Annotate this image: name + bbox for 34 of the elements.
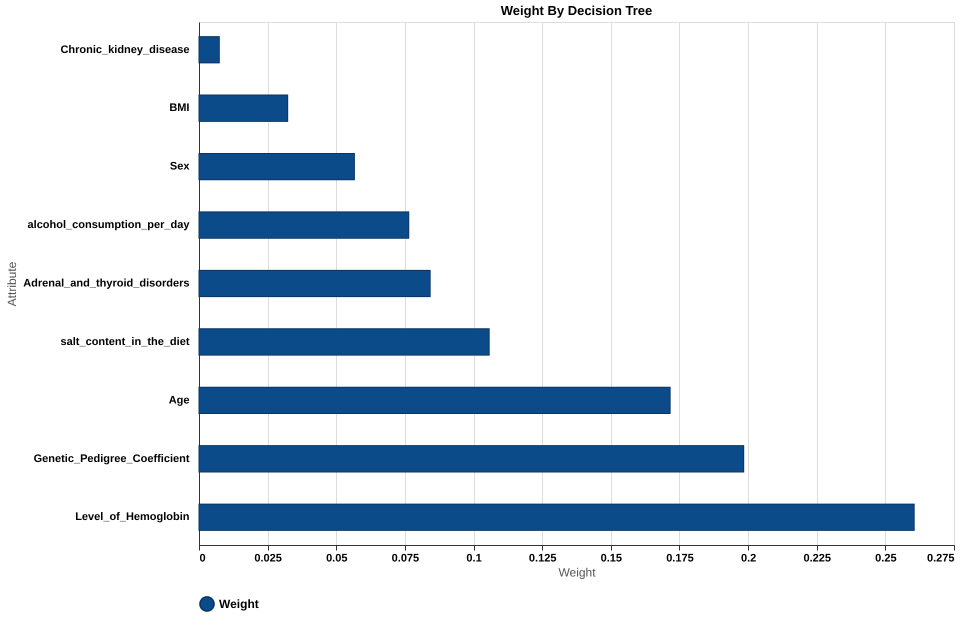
x-axis-title: Weight [558,566,596,580]
x-tick-label: 0.15 [600,552,622,564]
x-tick-label: 0.05 [326,552,348,564]
chart-title: Weight By Decision Tree [500,3,652,18]
x-tick-label: 0.125 [528,552,556,564]
x-tick-label: 0.025 [254,552,282,564]
y-tick-label: Age [168,394,190,406]
x-tick-label: 0.225 [803,552,831,564]
bar [198,270,431,298]
bar [198,36,220,64]
y-tick-label: Genetic_Pedigree_Coefficient [34,452,190,465]
y-tick-label: Chronic_kidney_disease [60,44,190,56]
bar [198,504,915,531]
bar [198,211,410,239]
x-tick-label: 0.25 [875,552,897,564]
y-tick-label: alcohol_consumption_per_day [28,219,190,232]
y-tick-label: Sex [170,160,190,173]
bar [198,386,671,414]
y-tick-label: Level_of_Hemoglobin [75,511,190,524]
x-tick-label: 0.2 [740,552,756,564]
y-tick-label: salt_content_in_the_diet [60,336,190,348]
x-tick-label: 0.175 [666,552,694,564]
y-tick-label: BMI [169,102,190,114]
bar [198,152,355,180]
x-tick-label: 0 [200,552,206,564]
y-tick-label: Adrenal_and_thyroid_disorders [23,278,190,290]
x-tick-label: 0.1 [466,552,482,564]
bar [198,94,288,122]
legend-label: Weight [219,597,259,611]
bar [198,445,744,472]
x-tick-label: 0.075 [392,552,420,564]
bar [198,328,490,356]
y-axis-title: Attribute [5,261,20,306]
x-tick-label: 0.275 [926,552,954,564]
